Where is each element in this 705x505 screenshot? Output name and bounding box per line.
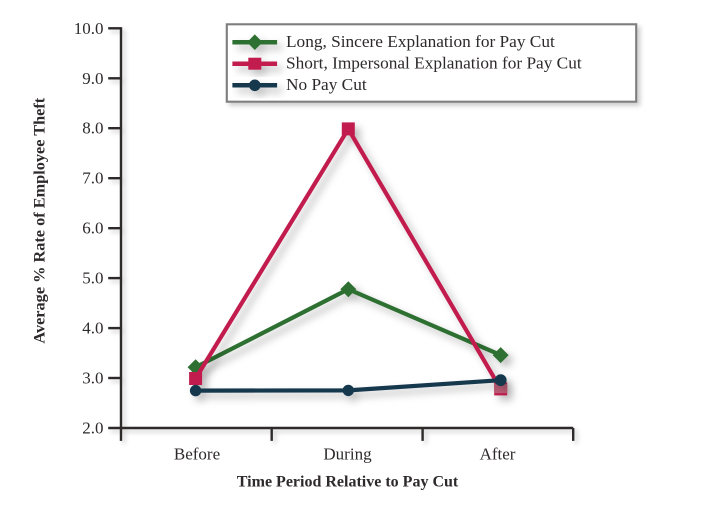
svg-text:No Pay Cut: No Pay Cut — [286, 75, 367, 94]
svg-text:Before: Before — [174, 444, 220, 463]
svg-text:Short, Impersonal Explanation: Short, Impersonal Explanation for Pay Cu… — [286, 54, 582, 73]
svg-text:4.0: 4.0 — [82, 319, 103, 338]
svg-text:10.0: 10.0 — [74, 19, 104, 38]
svg-text:Long, Sincere Explanation for: Long, Sincere Explanation for Pay Cut — [286, 32, 555, 51]
svg-text:9.0: 9.0 — [82, 69, 103, 88]
svg-text:6.0: 6.0 — [82, 219, 103, 238]
svg-text:7.0: 7.0 — [82, 169, 103, 188]
svg-text:2.0: 2.0 — [82, 419, 103, 438]
svg-text:During: During — [323, 444, 372, 463]
svg-text:3.0: 3.0 — [82, 369, 103, 388]
svg-text:8.0: 8.0 — [82, 119, 103, 138]
svg-text:After: After — [480, 444, 516, 463]
svg-text:5.0: 5.0 — [82, 269, 103, 288]
svg-text:Average % Rate of Employee The: Average % Rate of Employee Theft — [30, 97, 49, 343]
svg-text:Time Period Relative to Pay Cu: Time Period Relative to Pay Cut — [237, 474, 459, 491]
